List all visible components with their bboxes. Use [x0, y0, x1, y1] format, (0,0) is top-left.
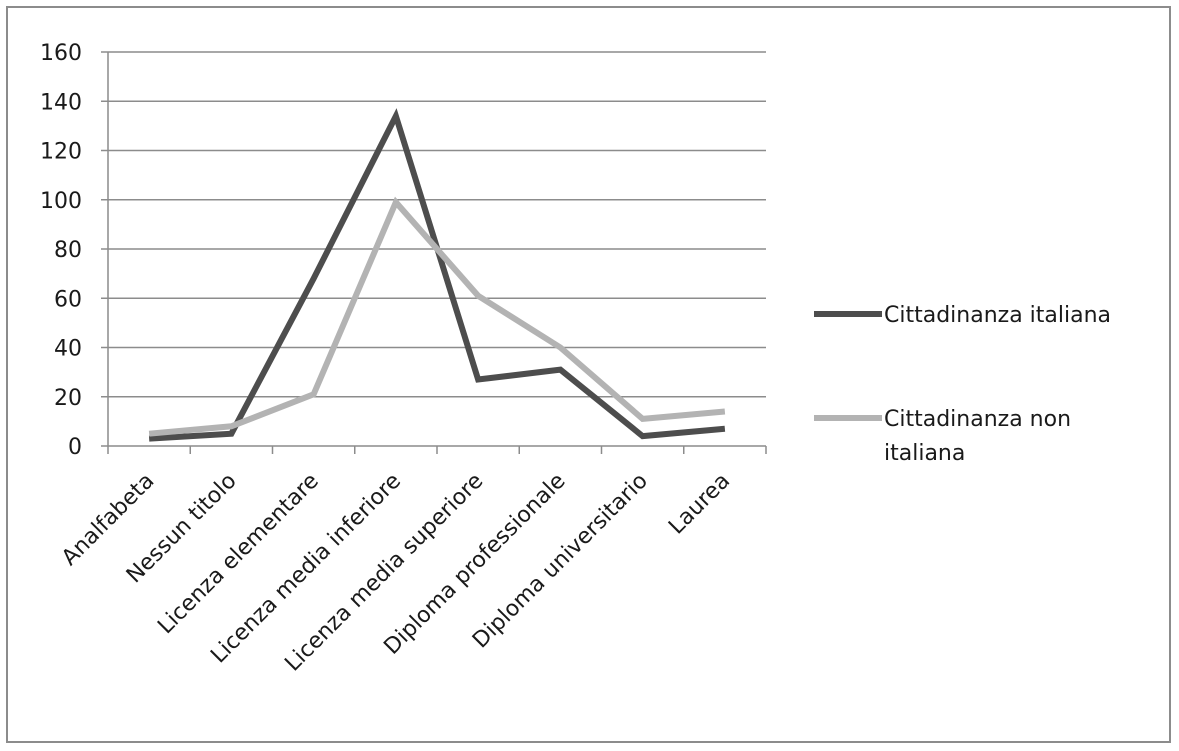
legend-label-2: italiana — [884, 441, 965, 466]
y-tick-label: 140 — [40, 90, 82, 115]
y-tick-label: 100 — [40, 189, 82, 214]
y-tick-label: 0 — [68, 435, 82, 460]
legend-label-2: Cittadinanza non — [884, 407, 1071, 432]
x-category-label: Licenza elementare — [153, 469, 324, 640]
y-tick-label: 160 — [40, 41, 82, 66]
series-line-1 — [148, 108, 726, 442]
y-axis-tick-labels: 0 20 40 60 80 100 120 140 160 — [40, 41, 82, 460]
y-tick-label: 60 — [54, 287, 82, 312]
series-line-2 — [148, 196, 726, 437]
y-tick-label: 20 — [54, 386, 82, 411]
gridlines — [108, 51, 766, 398]
legend: Cittadinanza italiana Cittadinanza non ita… — [814, 303, 1111, 466]
y-tick-label: 40 — [54, 337, 82, 362]
y-tick-label: 120 — [40, 140, 82, 165]
axes — [101, 51, 767, 454]
y-tick-label: 80 — [54, 238, 82, 263]
series-lines — [148, 108, 726, 442]
x-category-label: Laurea — [664, 469, 735, 540]
legend-label-1: Cittadinanza italiana — [884, 303, 1111, 328]
